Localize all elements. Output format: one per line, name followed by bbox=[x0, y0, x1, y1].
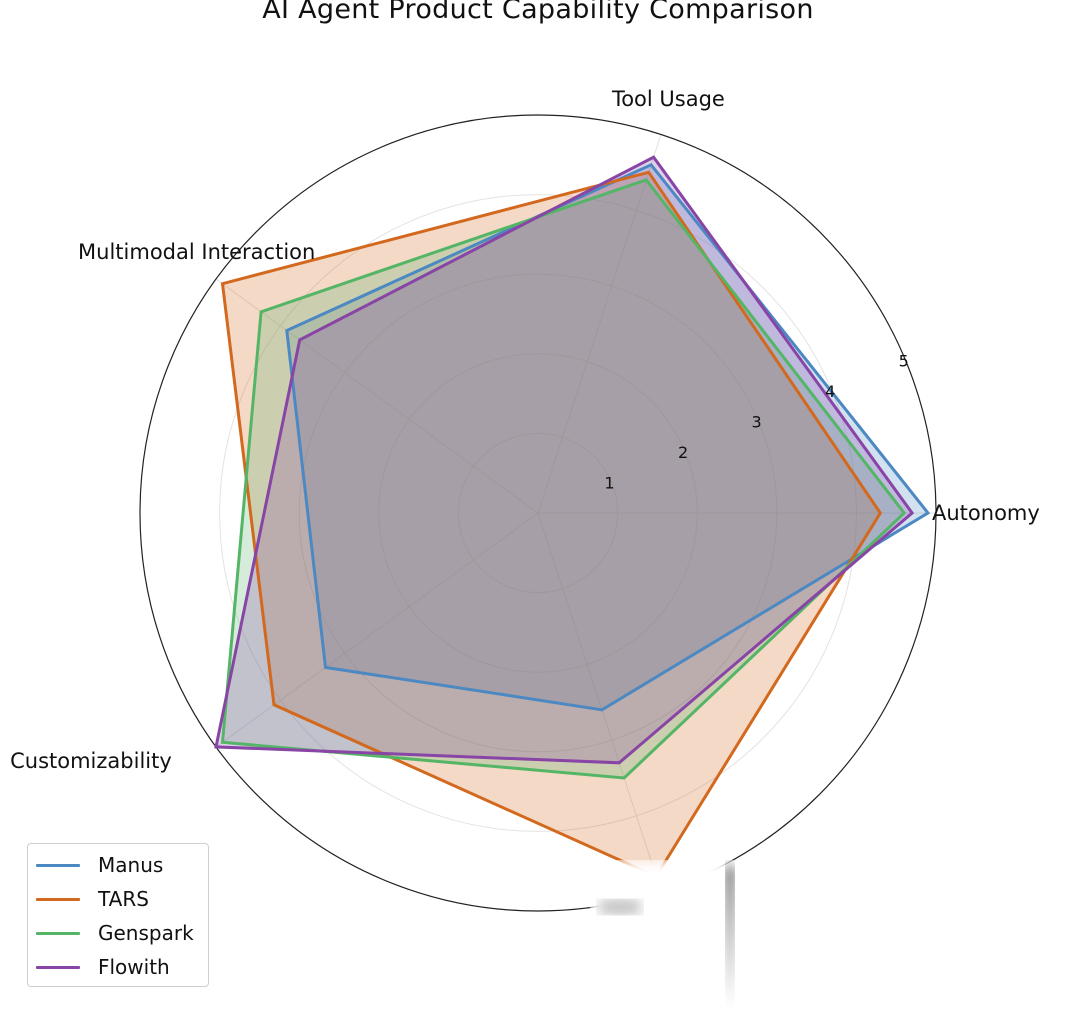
axis-label-autonomy: Autonomy bbox=[932, 501, 1040, 525]
series-fill-manus bbox=[286, 164, 928, 710]
legend-swatch bbox=[36, 965, 80, 969]
radial-tick-label: 2 bbox=[678, 443, 688, 462]
radial-tick-labels: 1 2 3 4 5 bbox=[604, 352, 908, 493]
legend-item-flowith: Flowith bbox=[36, 950, 208, 984]
legend-label: Genspark bbox=[98, 921, 194, 945]
legend-item-tars: TARS bbox=[36, 882, 208, 916]
grid-spoke bbox=[537, 512, 662, 892]
radial-tick-label: 5 bbox=[899, 352, 909, 371]
axis-label-tool-usage: Tool Usage bbox=[611, 87, 725, 111]
chart-title: AI Agent Product Capability Comparison bbox=[262, 0, 814, 25]
legend: Manus TARS Genspark Flowith bbox=[27, 843, 209, 987]
legend-swatch bbox=[36, 931, 80, 935]
axis-label-open-source: Open Source bbox=[601, 909, 736, 933]
series-fill-genspark bbox=[222, 179, 905, 778]
radial-tick-label: 1 bbox=[604, 474, 614, 493]
outer-ring bbox=[139, 114, 937, 912]
grid-spoke bbox=[537, 134, 662, 514]
series-line-flowith bbox=[214, 155, 915, 765]
series-fill-flowith bbox=[216, 157, 913, 763]
series-line-tars bbox=[220, 170, 883, 879]
series-fills bbox=[216, 157, 928, 877]
series-lines bbox=[214, 155, 931, 879]
radar-grid bbox=[139, 114, 937, 912]
legend-label: Flowith bbox=[98, 955, 170, 979]
radial-tick-label: 4 bbox=[825, 382, 835, 401]
legend-swatch bbox=[36, 897, 80, 901]
grid-spoke bbox=[215, 278, 539, 514]
axis-label-multimodal-interaction: Multimodal Interaction bbox=[78, 240, 315, 264]
series-line-genspark bbox=[220, 178, 907, 780]
legend-item-manus: Manus bbox=[36, 848, 208, 882]
legend-label: TARS bbox=[98, 887, 149, 911]
radial-tick-label: 3 bbox=[752, 413, 762, 432]
series-line-manus bbox=[285, 162, 931, 712]
legend-swatch bbox=[36, 863, 80, 867]
grid-spoke bbox=[215, 512, 539, 748]
legend-label: Manus bbox=[98, 853, 164, 877]
legend-item-genspark: Genspark bbox=[36, 916, 208, 950]
axis-label-customizability: Customizability bbox=[10, 749, 172, 773]
series-fill-tars bbox=[222, 172, 881, 877]
